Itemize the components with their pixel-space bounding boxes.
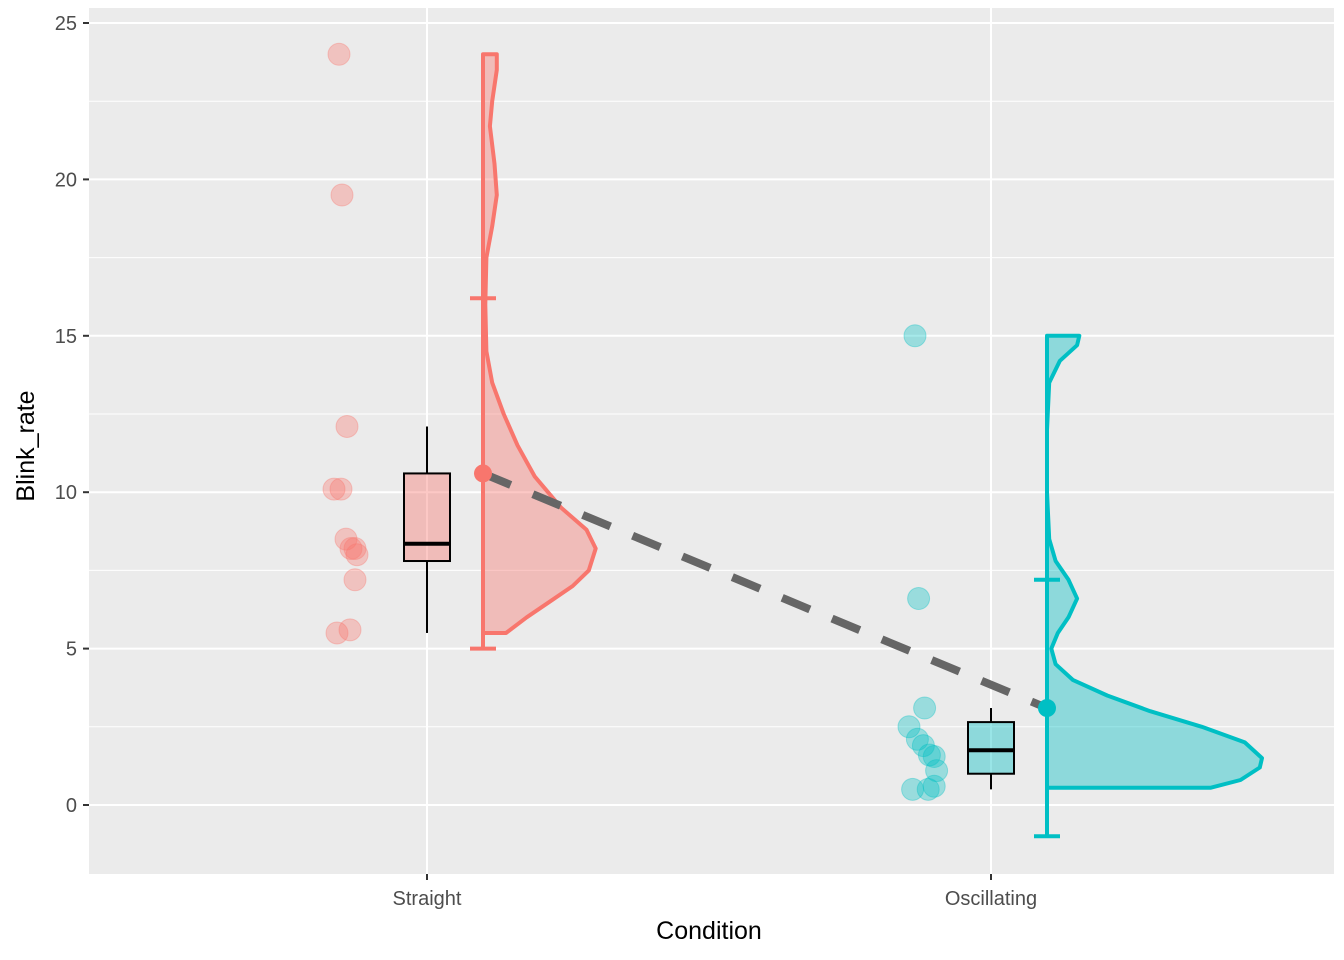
gridlines xyxy=(89,8,1334,874)
data-point xyxy=(334,527,358,551)
density-clouds xyxy=(470,52,1264,839)
data-point xyxy=(901,777,925,801)
y-tick-label: 0 xyxy=(66,795,77,817)
data-point xyxy=(922,774,946,798)
box-oscillating xyxy=(967,721,1015,775)
data-point xyxy=(322,477,346,501)
data-point xyxy=(897,715,921,739)
boxplots xyxy=(403,426,1015,790)
y-tick-label: 15 xyxy=(55,326,77,348)
data-point xyxy=(911,734,935,758)
y-tick-label: 10 xyxy=(55,482,77,504)
data-point xyxy=(916,777,940,801)
density-cloud-oscillating xyxy=(1045,333,1264,790)
x-tick-label: Oscillating xyxy=(945,888,1037,910)
y-tick-label: 5 xyxy=(66,639,77,661)
data-point xyxy=(329,477,353,501)
y-tick-label: 25 xyxy=(55,13,77,35)
y-axis-title: Blink_rate xyxy=(12,390,40,501)
data-point xyxy=(905,727,929,751)
density-cloud-straight xyxy=(481,52,598,635)
axes: 0 5 10 15 20 25 Straight Oscillating xyxy=(55,13,1037,910)
data-point xyxy=(327,42,351,66)
x-tick-label: Straight xyxy=(393,888,462,910)
x-axis-title: Condition xyxy=(656,917,762,945)
data-point xyxy=(339,537,363,561)
data-point xyxy=(330,183,354,207)
data-point xyxy=(903,324,927,348)
data-point xyxy=(343,537,367,561)
data-points xyxy=(322,42,949,801)
data-point xyxy=(907,587,931,611)
box-straight xyxy=(403,472,451,563)
y-tick-label: 20 xyxy=(55,169,77,191)
mean-point xyxy=(474,464,492,483)
data-point xyxy=(913,696,937,720)
data-point xyxy=(335,415,359,439)
data-point xyxy=(922,745,946,769)
data-point xyxy=(325,621,349,645)
data-point xyxy=(338,618,362,642)
data-point xyxy=(343,568,367,592)
data-point xyxy=(917,743,941,767)
data-point xyxy=(925,759,949,783)
mean-point xyxy=(1038,699,1056,718)
mean-trend-line xyxy=(481,469,1049,712)
mean-trend xyxy=(474,464,1056,718)
data-point xyxy=(345,543,369,567)
plot-panel xyxy=(89,8,1334,874)
